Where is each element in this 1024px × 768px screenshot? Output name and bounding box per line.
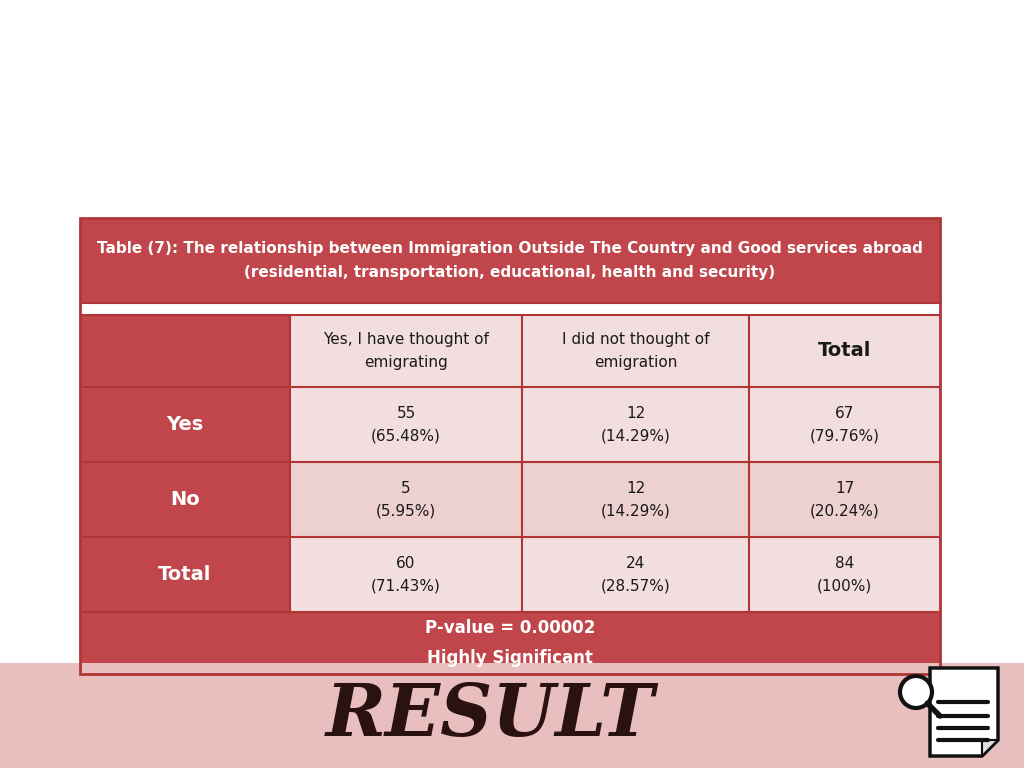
Text: RESULT: RESULT <box>326 680 654 751</box>
Bar <box>290 387 522 462</box>
Text: 24
(28.57%): 24 (28.57%) <box>601 556 671 593</box>
Bar <box>80 462 290 537</box>
Bar <box>80 218 940 303</box>
Text: P-value = 0.00002
Highly Significant: P-value = 0.00002 Highly Significant <box>425 620 595 667</box>
Bar <box>522 315 749 387</box>
Bar <box>522 462 749 537</box>
Text: Total: Total <box>818 342 871 360</box>
Bar <box>80 315 290 387</box>
Text: 17
(20.24%): 17 (20.24%) <box>810 481 880 518</box>
Bar <box>522 387 749 462</box>
Bar <box>80 387 290 462</box>
Bar <box>80 612 940 674</box>
Bar <box>80 303 940 315</box>
Polygon shape <box>930 668 998 756</box>
Text: 60
(71.43%): 60 (71.43%) <box>371 556 441 593</box>
Text: Yes, I have thought of
emigrating: Yes, I have thought of emigrating <box>323 333 488 369</box>
Circle shape <box>900 676 932 708</box>
Text: Yes: Yes <box>166 415 204 434</box>
Bar <box>80 537 290 612</box>
Text: 12
(14.29%): 12 (14.29%) <box>600 406 671 443</box>
Bar <box>749 462 940 537</box>
Text: I did not thought of
emigration: I did not thought of emigration <box>562 333 710 369</box>
Bar <box>522 537 749 612</box>
Text: Table (7): The relationship between Immigration Outside The Country and Good ser: Table (7): The relationship between Immi… <box>97 241 923 280</box>
Text: 55
(65.48%): 55 (65.48%) <box>371 406 441 443</box>
Polygon shape <box>982 740 998 756</box>
Bar <box>749 315 940 387</box>
Text: 5
(5.95%): 5 (5.95%) <box>376 481 436 518</box>
Bar <box>80 218 940 674</box>
Text: 67
(79.76%): 67 (79.76%) <box>810 406 880 443</box>
Bar <box>290 315 522 387</box>
Bar <box>749 537 940 612</box>
Bar <box>0 663 1024 768</box>
Bar <box>290 462 522 537</box>
Bar <box>290 537 522 612</box>
Text: No: No <box>170 490 200 509</box>
Text: 84
(100%): 84 (100%) <box>817 556 872 593</box>
Bar <box>749 387 940 462</box>
Text: 12
(14.29%): 12 (14.29%) <box>600 481 671 518</box>
Text: Total: Total <box>159 565 212 584</box>
